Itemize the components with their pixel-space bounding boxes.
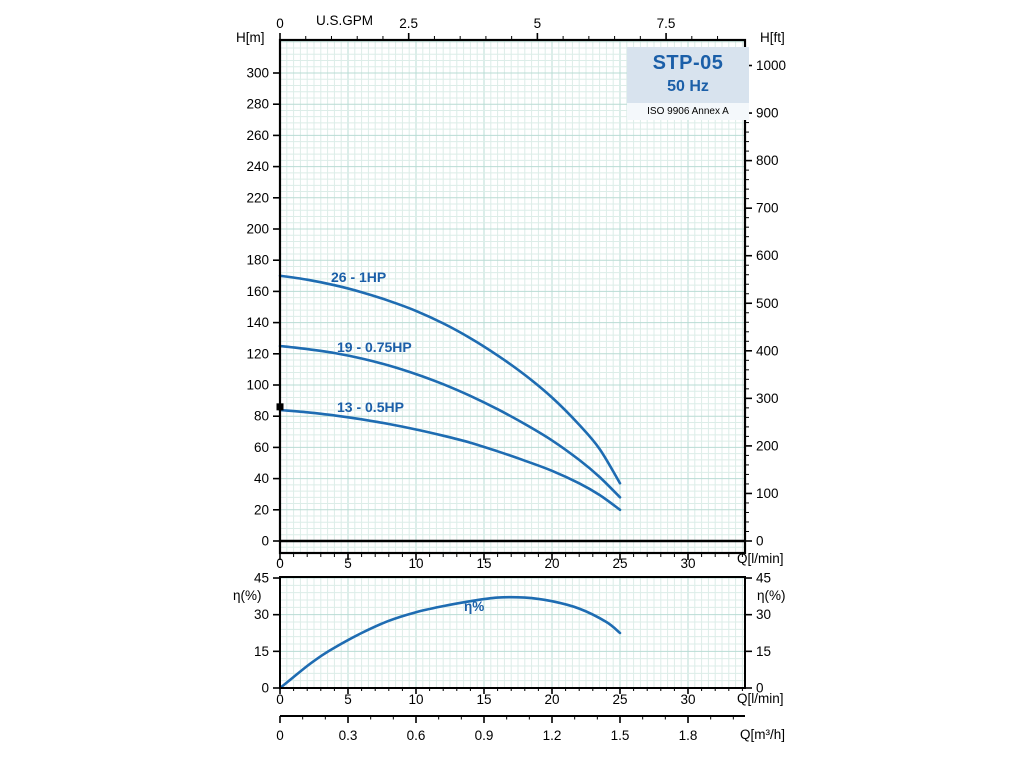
m3h-axis-title: Q[m³/h] [740, 727, 786, 742]
model-name: STP-05 [652, 52, 724, 74]
tick-label: 900 [756, 106, 779, 121]
m3h-axis: 0 0.3 0.6 0.9 1.2 1.5 1.8 [276, 715, 745, 743]
tick-label: 1.8 [679, 728, 698, 743]
curve-label-19-075hp: 19 - 0.75HP [337, 339, 412, 355]
curve-label-26-1hp: 26 - 1HP [331, 269, 387, 285]
tick-label: 25 [612, 692, 627, 707]
tick-label: 220 [246, 190, 269, 205]
eff-x-axis-title: Q[l/min] [737, 691, 784, 706]
top-axis-title: U.S.GPM [316, 13, 374, 28]
main-axes: 0204060801001201401601802002202402602803… [246, 16, 786, 571]
tick-label: 7.5 [657, 16, 676, 31]
tick-label: 20 [254, 502, 269, 517]
head-curves [276, 274, 622, 512]
eff-grid [280, 577, 745, 688]
curve-label-efficiency: η% [464, 599, 485, 614]
curve-13 - 0.5HP [278, 408, 622, 512]
eta-axis-title-left: η(%) [233, 588, 262, 603]
tick-label: 0.9 [475, 728, 494, 743]
curve-19 - 0.75HP [278, 344, 622, 499]
tick-label: 30 [680, 692, 695, 707]
tick-label: 0.6 [407, 728, 426, 743]
tick-label: 45 [254, 571, 269, 586]
tick-label: 0.3 [339, 728, 358, 743]
tick-label: 0 [276, 692, 284, 707]
tick-label: 0 [756, 534, 764, 549]
curve-label-13-05hp: 13 - 0.5HP [337, 399, 404, 415]
tick-label: 120 [246, 346, 269, 361]
tick-label: 800 [756, 153, 779, 168]
tick-label: 25 [612, 556, 627, 571]
tick-label: 20 [544, 692, 559, 707]
tick-label: 180 [246, 253, 269, 268]
tick-label: 40 [254, 471, 269, 486]
tick-label: 0 [276, 728, 284, 743]
tick-label: 15 [476, 692, 491, 707]
tick-label: 80 [254, 409, 269, 424]
tick-label: 60 [254, 440, 269, 455]
tick-label: 5 [534, 16, 542, 31]
tick-label: 1000 [756, 58, 786, 73]
tick-label: 20 [544, 556, 559, 571]
tick-label: 45 [756, 571, 771, 586]
tick-label: 300 [756, 391, 779, 406]
frequency-label: 50 Hz [667, 78, 709, 95]
tick-label: 200 [756, 438, 779, 453]
curve-26 - 1HP [278, 274, 622, 485]
tick-label: 0 [261, 681, 269, 696]
tick-label: 15 [476, 556, 491, 571]
tick-label: 30 [756, 607, 771, 622]
tick-label: 30 [680, 556, 695, 571]
tick-label: 1.2 [543, 728, 562, 743]
tick-label: 2.5 [399, 16, 418, 31]
eta-axis-title-right: η(%) [757, 588, 786, 603]
tick-label: 5 [344, 556, 352, 571]
tick-label: 5 [344, 692, 352, 707]
tick-label: 600 [756, 248, 779, 263]
tick-label: 140 [246, 315, 269, 330]
tick-label: 500 [756, 296, 779, 311]
tick-label: 15 [756, 644, 771, 659]
tick-label: 200 [246, 222, 269, 237]
title-block: STP-05 50 Hz ISO 9906 Annex A [627, 47, 749, 120]
tick-label: 30 [254, 607, 269, 622]
tick-label: 280 [246, 97, 269, 112]
right-axis-title: H[ft] [760, 30, 785, 45]
tick-label: 100 [756, 486, 779, 501]
tick-label: 0 [276, 16, 284, 31]
tick-label: 0 [756, 681, 764, 696]
left-axis-title: H[m] [236, 30, 265, 45]
tick-label: 10 [408, 556, 423, 571]
tick-label: 240 [246, 159, 269, 174]
main-x-axis-title: Q[l/min] [737, 551, 784, 566]
tick-label: 10 [408, 692, 423, 707]
tick-label: 0 [276, 556, 284, 571]
tick-label: 1.5 [611, 728, 630, 743]
tick-label: 100 [246, 378, 269, 393]
tick-label: 0 [261, 534, 269, 549]
tick-label: 700 [756, 201, 779, 216]
tick-label: 400 [756, 343, 779, 358]
tick-label: 300 [246, 66, 269, 81]
standard-label: ISO 9906 Annex A [627, 103, 749, 120]
curve-efficiency [278, 595, 622, 690]
tick-label: 260 [246, 128, 269, 143]
tick-label: 160 [246, 284, 269, 299]
tick-label: 15 [254, 644, 269, 659]
efficiency-curve [278, 595, 622, 690]
